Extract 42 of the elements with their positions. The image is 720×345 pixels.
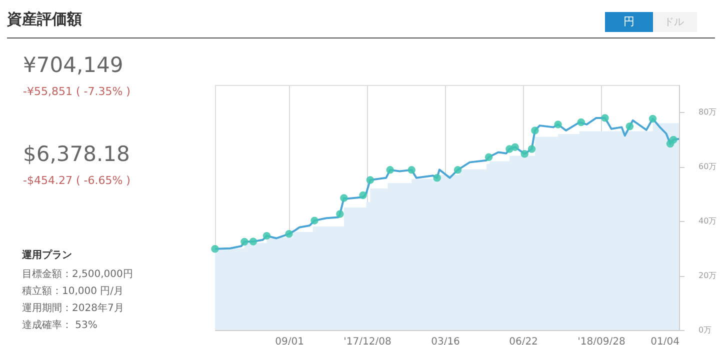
point <box>626 122 634 130</box>
point <box>531 126 539 134</box>
y-tick-label: 20万 <box>698 271 717 280</box>
text: 運用プラン <box>21 249 72 261</box>
text: -¥55,851 ( -7.35% ) <box>23 85 130 98</box>
point <box>484 153 493 162</box>
text: ドル <box>664 17 684 28</box>
y-tick-label: 40万 <box>698 216 717 226</box>
point <box>408 166 416 174</box>
point <box>366 176 374 184</box>
point <box>528 145 536 153</box>
point <box>285 230 293 238</box>
text: ¥704,149 <box>23 53 124 77</box>
point <box>648 114 657 123</box>
point <box>240 238 248 246</box>
point <box>359 191 367 200</box>
point <box>310 216 318 224</box>
text: 運用期間：2028年7月 <box>22 302 124 314</box>
point <box>670 136 678 144</box>
point <box>577 118 585 126</box>
text: -$454.27 ( -6.65% ) <box>23 174 130 187</box>
y-tick-label: 0万 <box>698 326 712 334</box>
text: 資産評価額 <box>6 10 82 28</box>
point <box>336 210 344 218</box>
text: 目標金額：2,500,000円 <box>22 268 133 280</box>
point <box>249 238 258 246</box>
point <box>554 120 562 128</box>
y-tick-label: 80万 <box>698 108 717 117</box>
text: 積立額：10,000 円/月 <box>22 285 124 297</box>
y-tick-label: 60万 <box>698 162 717 172</box>
point <box>386 166 394 174</box>
point <box>454 166 462 174</box>
text: $6,378.18 <box>23 142 130 166</box>
point <box>511 143 519 151</box>
point <box>211 245 219 253</box>
text: 円 <box>624 15 634 28</box>
point <box>262 232 271 240</box>
point <box>433 174 441 182</box>
point <box>340 194 348 202</box>
point <box>601 114 609 122</box>
point <box>520 150 528 158</box>
text: 達成確率： 53% <box>22 319 98 331</box>
